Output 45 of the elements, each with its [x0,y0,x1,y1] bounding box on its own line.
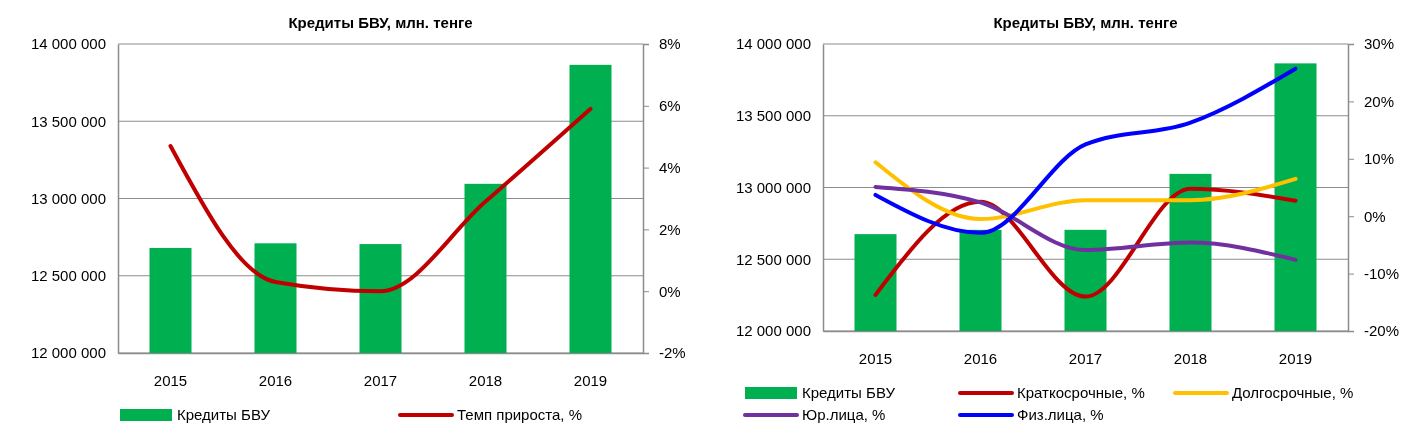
y2-tick-label: 0% [1364,207,1386,225]
y-tick-label: 13 000 000 [735,178,811,196]
line-series [873,66,1298,235]
legend-label: Долгосрочные, % [1232,384,1354,401]
legend-label: Кредиты БВУ [177,406,271,423]
y-tick-label: 14 000 000 [735,35,811,53]
y2-tick-label: -10% [1364,264,1400,282]
legend-label: Темп прироста, % [457,406,583,423]
y-tick-label: 14 000 000 [30,35,106,53]
x-tick-label: 2016 [963,349,998,367]
x-tick-label: 2018 [1173,349,1208,367]
y2-tick-label: 6% [659,97,681,115]
y2-tick-label: 4% [659,158,681,176]
x-tick-label: 2019 [573,371,608,389]
x-tick-label: 2019 [1278,349,1313,367]
y-tick-label: 13 500 000 [735,107,811,125]
y-tick-label: 12 000 000 [30,344,106,362]
y-tick-label: 13 000 000 [30,189,106,207]
y2-tick-label: 20% [1364,92,1395,110]
y2-tick-label: 10% [1364,150,1395,168]
y2-tick-label: 2% [659,220,681,238]
line-series [873,160,1298,222]
y-tick-label: 12 500 000 [30,267,106,285]
x-tick-label: 2015 [858,349,893,367]
y2-tick-label: -20% [1364,322,1400,340]
line-series [873,184,1298,262]
x-tick-label: 2017 [1068,349,1103,367]
legend-label: Юр.лица, % [802,406,886,423]
y-tick-label: 12 000 000 [735,322,811,340]
y2-tick-label: 30% [1364,35,1395,53]
y-tick-label: 12 500 000 [735,250,811,268]
chart-title: Кредиты БВУ, млн. тенге [288,14,473,31]
y2-tick-label: 0% [659,282,681,300]
legend-label: Кредиты БВУ [802,384,896,401]
x-tick-label: 2015 [153,371,188,389]
x-tick-label: 2018 [468,371,503,389]
legend-label: Физ.лица, % [1017,406,1104,423]
y-tick-label: 13 500 000 [30,112,106,130]
x-tick-label: 2016 [258,371,293,389]
y2-tick-label: 8% [659,35,681,53]
x-tick-label: 2017 [363,371,398,389]
legend-label: Краткосрочные, % [1017,384,1145,401]
line-series [168,106,593,294]
y2-tick-label: -2% [659,344,686,362]
chart-title: Кредиты БВУ, млн. тенге [993,14,1178,31]
